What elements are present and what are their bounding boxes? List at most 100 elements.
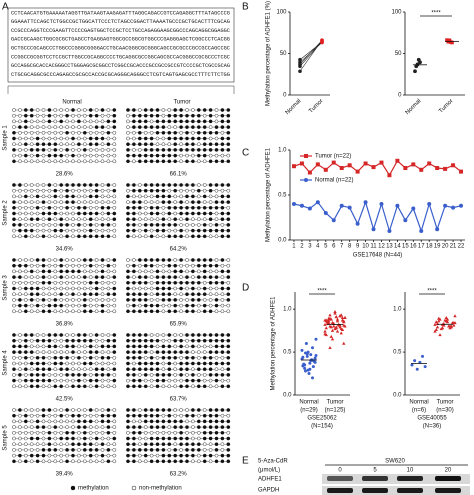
data-point xyxy=(332,324,336,328)
unmethylated-cpg xyxy=(83,108,87,112)
methylated-cpg xyxy=(202,263,207,268)
unmethylated-cpg xyxy=(112,419,117,424)
unmethylated-cpg xyxy=(100,384,105,389)
unmethylated-cpg xyxy=(53,280,58,285)
methylated-cpg xyxy=(149,361,154,366)
methylated-cpg xyxy=(179,425,183,429)
unmethylated-cpg xyxy=(65,292,69,297)
unmethylated-cpg xyxy=(100,378,105,383)
methylated-cpg xyxy=(88,183,93,187)
data-point xyxy=(303,366,307,370)
data-point xyxy=(423,365,427,369)
unmethylated-cpg xyxy=(59,442,64,447)
unmethylated-cpg xyxy=(100,159,105,164)
methylated-cpg xyxy=(126,286,130,291)
methylated-cpg xyxy=(12,211,16,216)
data-point xyxy=(437,316,441,320)
methylated-cpg xyxy=(179,436,183,441)
methylated-cpg xyxy=(23,113,28,118)
unmethylated-cpg xyxy=(53,183,58,187)
methylated-cpg xyxy=(149,159,154,164)
unmethylated-cpg xyxy=(137,408,142,412)
data-point xyxy=(450,40,454,45)
methylated-cpg xyxy=(196,258,201,262)
methylated-cpg xyxy=(167,292,172,297)
methylated-cpg xyxy=(173,159,177,164)
methylated-cpg xyxy=(112,211,117,216)
unmethylated-cpg xyxy=(149,200,154,204)
unmethylated-cpg xyxy=(149,275,154,279)
unmethylated-cpg xyxy=(196,286,201,291)
data-point xyxy=(307,206,312,211)
methylated-cpg xyxy=(12,275,16,279)
unmethylated-cpg xyxy=(71,223,75,227)
unmethylated-cpg xyxy=(112,430,117,435)
unmethylated-cpg xyxy=(106,436,111,441)
unmethylated-cpg xyxy=(12,419,16,424)
unmethylated-cpg xyxy=(196,269,201,274)
series-line xyxy=(293,159,462,177)
methylated-cpg xyxy=(196,280,201,285)
methylated-cpg xyxy=(88,355,93,360)
unmethylated-cpg xyxy=(12,303,16,308)
unmethylated-cpg xyxy=(226,430,231,435)
methylated-cpg xyxy=(226,142,231,146)
methylated-cpg xyxy=(100,442,105,447)
unmethylated-cpg xyxy=(53,234,58,239)
unmethylated-cpg xyxy=(29,280,34,285)
methylated-cpg xyxy=(132,142,136,146)
methylated-cpg xyxy=(196,425,201,429)
methylated-cpg xyxy=(220,425,225,429)
data-point xyxy=(334,315,338,319)
unmethylated-cpg xyxy=(47,258,52,262)
unmethylated-cpg xyxy=(29,188,34,193)
methylated-cpg xyxy=(132,269,136,274)
methylated-cpg xyxy=(59,183,64,187)
methylated-cpg xyxy=(226,159,231,164)
unmethylated-cpg xyxy=(18,333,22,337)
unmethylated-cpg xyxy=(41,459,46,464)
y-tick-label: 0.0 xyxy=(283,393,292,399)
methylated-cpg xyxy=(202,136,207,141)
data-point xyxy=(335,329,340,333)
data-point xyxy=(435,166,440,170)
unmethylated-cpg xyxy=(196,142,201,146)
gapdh-band xyxy=(397,488,423,493)
unmethylated-cpg xyxy=(65,378,69,383)
methylated-cpg xyxy=(208,275,213,279)
methylated-cpg xyxy=(149,263,154,268)
methylated-cpg xyxy=(132,228,136,233)
unmethylated-cpg xyxy=(77,125,81,129)
methylated-cpg xyxy=(88,344,93,349)
methylated-cpg xyxy=(23,378,28,383)
unmethylated-cpg xyxy=(23,258,28,262)
unmethylated-cpg xyxy=(143,211,148,216)
unmethylated-cpg xyxy=(202,113,207,118)
x-tick-label: 1 xyxy=(292,244,296,250)
unmethylated-cpg xyxy=(18,413,22,418)
unmethylated-cpg xyxy=(47,425,52,429)
unmethylated-cpg xyxy=(132,136,136,141)
methylated-cpg xyxy=(126,459,130,464)
methylated-cpg xyxy=(100,373,105,377)
unmethylated-cpg xyxy=(191,436,195,441)
unmethylated-cpg xyxy=(196,373,201,377)
unmethylated-cpg xyxy=(77,228,81,233)
methylated-cpg xyxy=(220,350,225,354)
unmethylated-cpg xyxy=(191,419,195,424)
methylated-cpg xyxy=(41,142,46,146)
unmethylated-cpg xyxy=(100,211,105,216)
methylated-cpg xyxy=(126,292,130,297)
methylated-cpg xyxy=(47,333,52,337)
methylated-cpg xyxy=(83,183,87,187)
unmethylated-cpg xyxy=(47,453,52,458)
methylated-cpg xyxy=(65,459,69,464)
unmethylated-cpg xyxy=(155,234,160,239)
data-point xyxy=(323,329,327,333)
methylated-cpg xyxy=(226,200,231,204)
unmethylated-cpg xyxy=(226,280,231,285)
methylated-cpg xyxy=(161,442,166,447)
methylated-cpg xyxy=(155,408,160,412)
data-point xyxy=(328,313,332,317)
methylated-cpg xyxy=(94,188,99,193)
